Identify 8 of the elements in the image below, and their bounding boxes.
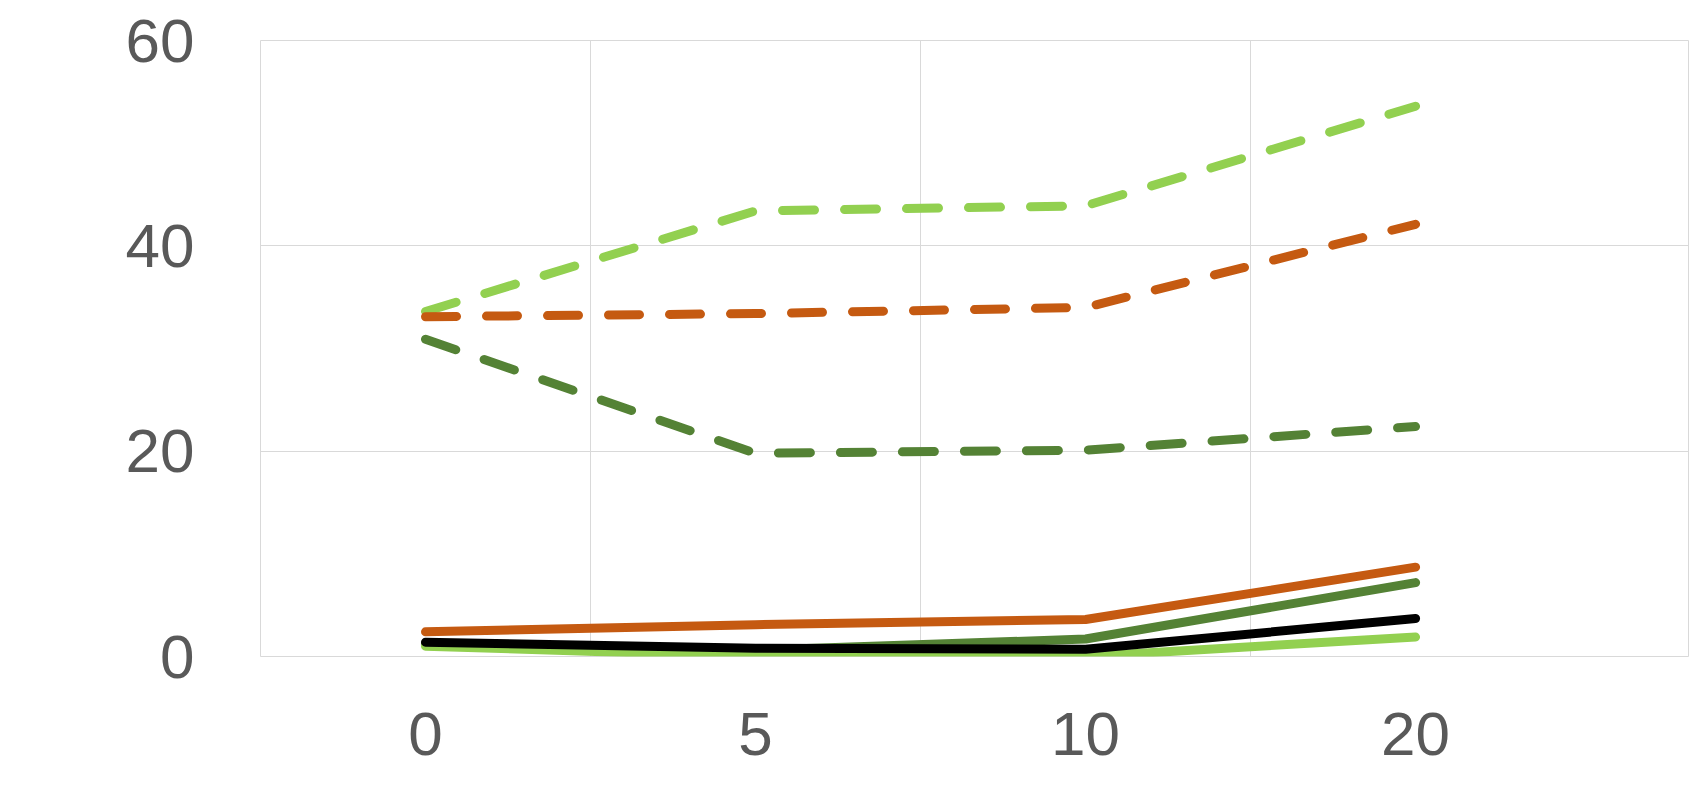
y-tick-label: 40 [125,210,195,280]
x-tick-label: 0 [408,698,443,768]
y-tick-label: 20 [125,416,195,486]
x-tick-label: 5 [738,698,773,768]
x-tick-label: 10 [1051,698,1121,768]
y-tick-label: 60 [125,5,195,75]
y-tick-label: 0 [160,621,195,691]
x-tick-label: 20 [1381,698,1451,768]
